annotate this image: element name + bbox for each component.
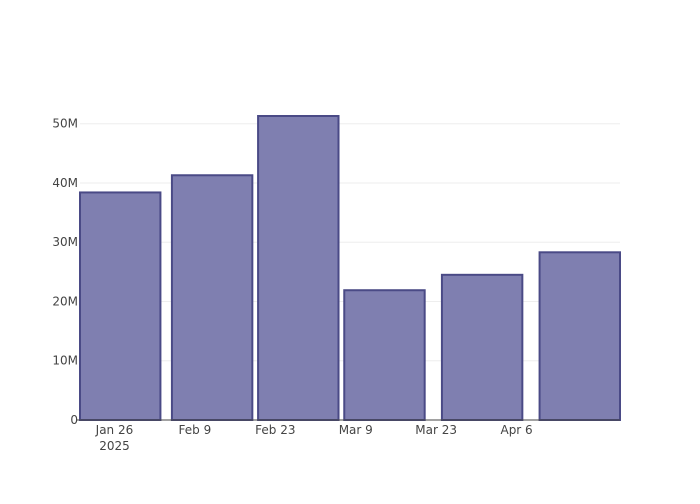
x-tick-label: Apr 6 [500,423,532,437]
y-tick-label: 30M [52,235,78,249]
bar[interactable] [538,251,621,421]
bars [79,115,621,421]
y-tick-label: 10M [52,354,78,368]
bar[interactable] [170,174,254,421]
x-tick-label: Feb 9 [179,423,212,437]
bar[interactable] [440,273,524,421]
bar[interactable] [79,191,162,421]
x-tick-label: Jan 26 [95,423,134,437]
y-tick-label: 20M [52,294,78,308]
y-tick-label: 40M [52,176,78,190]
y-tick-label: 50M [52,117,78,131]
y-tick-label: 0 [70,413,78,427]
axes: 0 10M 20M 30M 40M 50M Jan 26 2025 Feb 9 Feb 23 Mar… [52,117,620,453]
grid-lines [80,123,620,362]
x-tick-label: Mar 9 [339,423,373,437]
x-tick-label: Mar 23 [415,423,457,437]
x-tick-sublabel: 2025 [99,439,130,453]
bar[interactable] [343,289,426,421]
x-tick-label: Feb 23 [255,423,295,437]
bar[interactable] [257,115,340,421]
